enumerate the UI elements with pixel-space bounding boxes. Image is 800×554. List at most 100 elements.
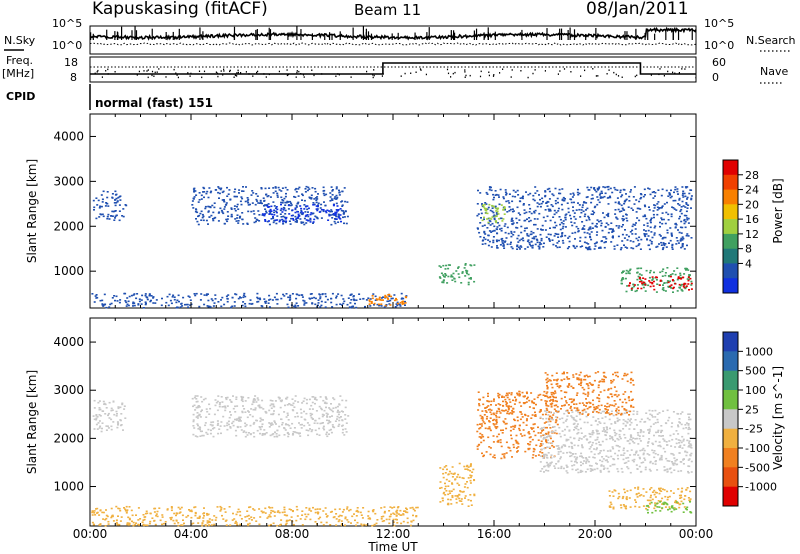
velocity-echo-pixel [560,379,563,381]
velocity-echo-pixel [591,444,594,446]
power-echo-pixel [242,190,245,192]
power-echo-pixel [628,235,630,238]
power-echo-pixel [317,304,319,307]
velocity-echo-pixel [198,406,201,408]
power-echo-pixel [557,210,560,212]
velocity-echo-pixel [128,517,131,520]
velocity-echo-pixel [145,510,148,513]
power-echo-pixel [521,196,524,199]
velocity-echo-pixel [589,468,592,470]
velocity-echo-pixel [670,452,673,455]
velocity-echo-pixel [242,396,245,398]
power-echo-pixel [546,188,549,191]
velocity-echo-pixel [639,440,642,442]
velocity-echo-pixel [314,429,317,432]
power-echo-pixel [645,269,648,272]
power-echo-pixel [205,294,208,297]
velocity-echo-pixel [462,477,465,480]
velocity-echo-pixel [558,418,561,420]
power-echo-pixel [289,294,292,297]
velocity-echo-pixel [666,490,669,493]
power-echo-pixel [114,194,117,196]
nave-dot [107,68,109,71]
velocity-echo-pixel [492,419,494,422]
power-echo-pixel [515,217,518,220]
power-echo-pixel [301,199,303,201]
velocity-echo-pixel [689,443,692,446]
velocity-echo-pixel [608,413,611,416]
velocity-echo-pixel [600,465,603,467]
velocity-echo-pixel [203,515,205,517]
velocity-echo-pixel [560,390,563,392]
power-echo-pixel [644,194,646,196]
power-echo-pixel [221,199,224,201]
power-echo-pixel [331,213,334,216]
velocity-echo-pixel [651,498,654,501]
power-echo-pixel [241,197,244,200]
power-echo-pixel [268,213,271,215]
velocity-echo-pixel [587,413,590,415]
velocity-echo-region [539,409,693,474]
velocity-echo-pixel [326,413,329,415]
nave-dot [257,70,259,73]
power-echo-pixel [496,228,498,231]
power-echo-pixel [338,189,340,192]
power-echo-pixel [219,188,222,191]
velocity-echo-pixel [567,412,570,414]
power-echo-pixel [342,210,344,212]
velocity-echo-pixel [333,516,336,518]
velocity-echo-pixel [99,509,102,512]
power-echo-pixel [200,198,203,200]
velocity-echo-pixel [606,450,609,452]
power-echo-pixel [642,286,645,289]
velocity-echo-pixel [510,392,513,394]
velocity-echo-pixel [672,454,675,456]
power-echo-pixel [511,223,514,225]
velocity-echo-pixel [163,522,165,525]
power-echo-pixel [605,222,608,224]
velocity-echo-pixel [316,511,319,513]
power-echo-pixel [278,220,281,223]
power-echo-pixel [221,296,224,299]
velocity-echo-pixel [596,438,599,441]
power-echo-pixel [202,215,205,218]
velocity-echo-pixel [269,434,272,437]
velocity-echo-pixel [649,461,652,464]
velocity-data-layer [91,371,693,527]
velocity-echo-pixel [170,509,173,512]
velocity-echo-pixel [451,476,454,478]
power-echo-pixel [258,297,261,300]
power-echo-pixel [246,222,249,225]
power-echo-pixel [318,293,321,295]
velocity-echo-pixel [527,415,530,417]
power-echo-pixel [457,267,459,269]
power-echo-pixel [305,205,308,207]
velocity-echo-pixel [442,476,445,479]
power-echo-pixel [690,198,693,201]
power-echo-pixel [625,269,628,272]
power-echo-pixel [635,222,637,224]
velocity-echo-pixel [541,430,543,432]
power-echo-pixel [568,240,571,243]
velocity-echo-pixel [492,435,495,437]
power-echo-pixel [574,218,577,220]
power-echo-pixel [238,217,241,219]
velocity-echo-pixel [224,409,227,412]
velocity-echo-pixel [464,495,467,497]
power-echo-pixel [527,239,530,241]
velocity-echo-pixel [295,505,298,508]
velocity-echo-pixel [658,488,661,491]
power-echo-pixel [113,219,116,221]
power-echo-pixel [330,223,333,226]
power-echo-pixel [686,219,689,221]
power-echo-pixel [400,292,403,295]
velocity-echo-pixel [637,492,640,495]
velocity-echo-pixel [252,423,255,425]
power-echo-pixel [655,291,658,293]
velocity-echo-pixel [295,519,298,522]
power-echo-pixel [685,202,688,204]
power-echo-pixel [322,190,325,192]
velocity-echo-pixel [110,409,113,412]
velocity-echo-pixel [628,420,631,422]
velocity-echo-pixel [271,413,274,416]
